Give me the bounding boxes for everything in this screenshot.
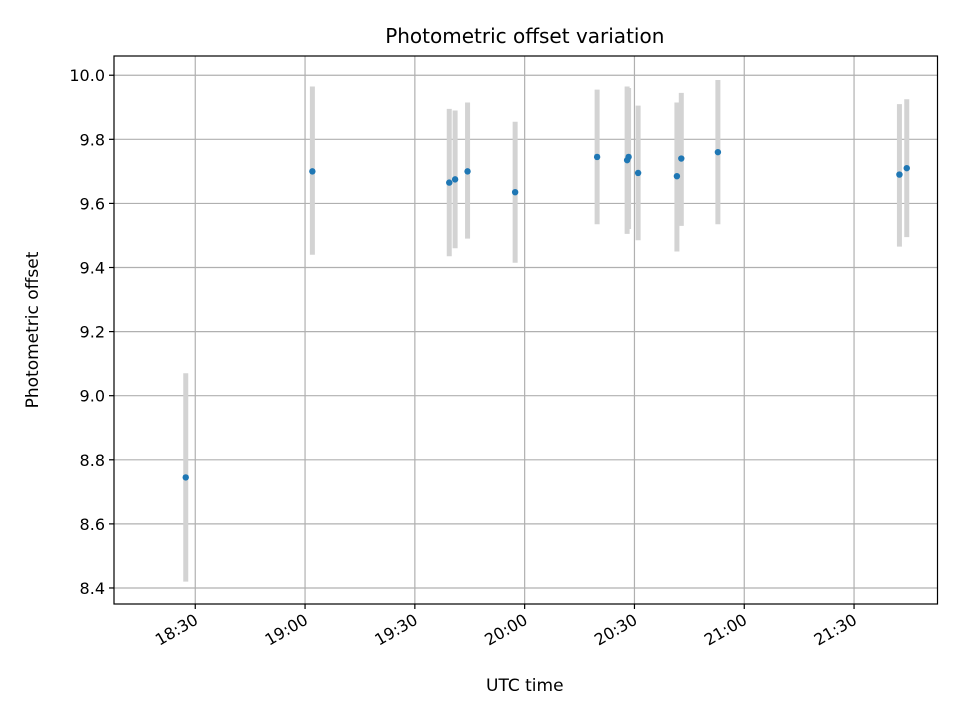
data-point	[673, 172, 681, 180]
data-point	[464, 168, 471, 175]
plot-area	[113, 55, 939, 605]
data-point	[451, 176, 459, 183]
y-tick-label: 9.4	[80, 259, 105, 278]
data-point	[625, 153, 632, 161]
data-point	[593, 153, 601, 161]
y-axis-label: Photometric offset	[23, 251, 43, 408]
data-point	[511, 188, 519, 196]
y-tick-label: 10.0	[69, 66, 105, 85]
y-tick-label: 8.4	[80, 579, 105, 598]
y-axis-ticks: 8.4 8.6 8.8 9.0 9.2 9.4 9.6 9.8 10.0	[69, 66, 114, 598]
y-tick-label: 9.0	[80, 387, 105, 406]
data-point	[182, 474, 189, 481]
grid-lines	[114, 56, 938, 604]
y-tick-label: 8.8	[80, 451, 105, 470]
data-points	[182, 148, 910, 481]
y-tick-label: 9.2	[80, 323, 105, 342]
y-tick-label: 9.8	[80, 130, 105, 149]
y-tick-label: 9.6	[80, 194, 105, 213]
data-point	[309, 168, 316, 175]
data-point	[896, 171, 903, 178]
chart-title: Photometric offset variation	[385, 24, 664, 48]
x-axis-label: UTC time	[486, 676, 564, 696]
data-point	[678, 155, 685, 162]
plot-background	[114, 56, 938, 604]
data-point	[446, 179, 453, 186]
data-point	[903, 164, 910, 172]
data-point	[634, 169, 642, 177]
data-point	[714, 148, 722, 156]
y-tick-label: 8.6	[80, 515, 105, 534]
plot-frame	[113, 55, 939, 605]
